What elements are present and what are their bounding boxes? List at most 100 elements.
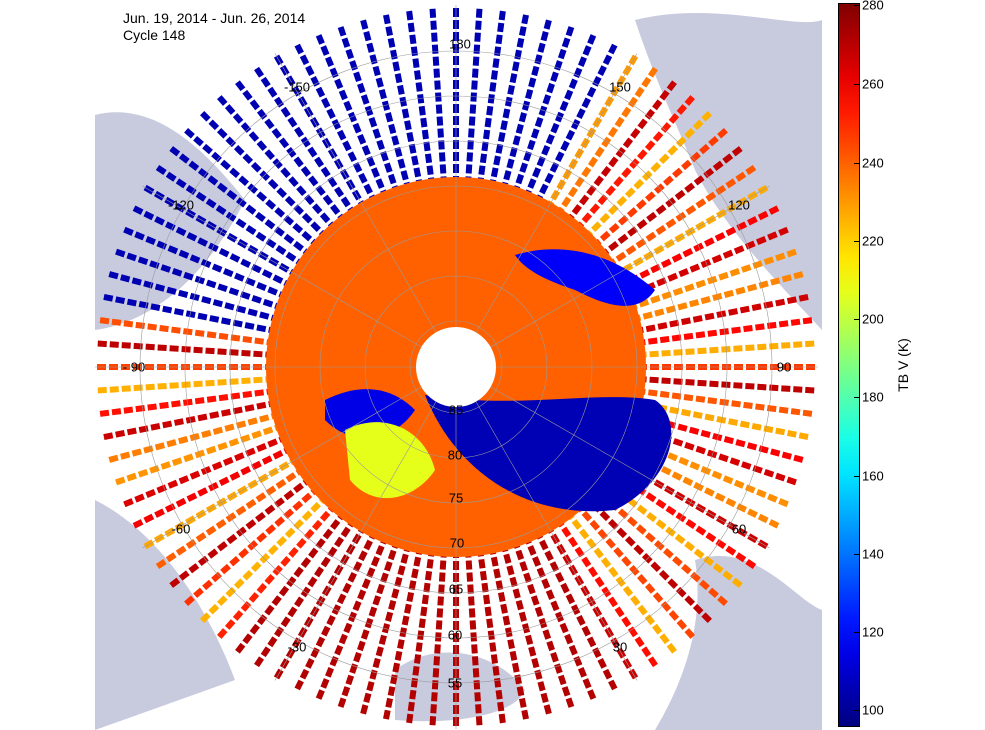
colorbar-label: TB V (K)	[895, 338, 911, 392]
colorbar-tick-label: 240	[862, 155, 884, 171]
lat-label-75: 75	[448, 490, 464, 506]
swath-track	[616, 247, 800, 316]
swath-track	[486, 11, 530, 201]
lon-label-90e: 90	[776, 359, 792, 375]
swath-track	[518, 522, 598, 703]
swath-track	[95, 375, 287, 394]
swath-track	[153, 458, 317, 571]
swath-track	[624, 386, 816, 418]
land-mass	[395, 652, 525, 722]
land-mass	[95, 112, 245, 331]
colorbar-tick-label: 120	[862, 624, 884, 640]
swath-track	[475, 7, 507, 199]
polar-map	[95, 0, 822, 730]
land-mass	[95, 500, 235, 730]
longitude-line	[274, 53, 457, 368]
lon-label-30w: -30	[287, 639, 307, 655]
swath-track	[96, 386, 288, 418]
swath-track	[130, 204, 305, 295]
swath-track	[547, 506, 660, 670]
colorbar-tick-label: 100	[862, 702, 884, 718]
swath-track	[359, 16, 415, 204]
swath-track	[497, 16, 553, 204]
swath-track	[120, 429, 301, 509]
swath-track	[197, 485, 338, 626]
colorbar-tick-mark	[854, 554, 860, 555]
swath-track	[215, 492, 347, 642]
swath-track	[581, 126, 731, 258]
colorbar-tick-mark	[854, 476, 860, 477]
swath-track	[622, 293, 812, 337]
colorbar-tick-mark	[854, 319, 860, 320]
swath-track	[252, 506, 365, 670]
swath-track	[528, 41, 619, 216]
swath-track	[619, 270, 807, 326]
swath-track	[197, 108, 338, 249]
swath-track	[464, 536, 483, 729]
lat-label-55: 55	[447, 675, 463, 691]
swath-track	[181, 126, 331, 258]
longitude-line	[274, 366, 457, 681]
colorbar-tick-label: 200	[862, 311, 884, 327]
colorbar-tick-label: 220	[862, 233, 884, 249]
swath-track	[314, 522, 394, 703]
colorbar-tick-label: 180	[862, 389, 884, 405]
longitude-line	[142, 185, 457, 368]
colorbar-tick-mark	[854, 397, 860, 398]
longitude-line	[455, 366, 770, 549]
low-tb-region	[425, 395, 672, 512]
longitude-line	[455, 53, 638, 368]
lon-label-60w: -60	[171, 521, 191, 537]
swath-track	[95, 340, 287, 359]
colorbar-tick-label: 160	[862, 468, 884, 484]
swath-track	[595, 163, 759, 276]
swath-track	[625, 375, 818, 394]
lat-label-60: 60	[447, 627, 463, 643]
lon-label-60e: 60	[731, 521, 747, 537]
swath-track	[624, 316, 816, 348]
swath-track	[429, 5, 448, 198]
land-mass	[655, 555, 822, 730]
swath-track	[252, 64, 365, 228]
lon-label-120w: -120	[167, 197, 195, 213]
colorbar-tick-mark	[854, 163, 860, 164]
swath-track	[166, 144, 323, 266]
swath-track	[100, 397, 290, 441]
swath-track	[405, 7, 437, 199]
swath-track	[336, 527, 405, 711]
colorbar-tick-mark	[854, 241, 860, 242]
colorbar-tick-mark	[854, 84, 860, 85]
swath-track	[497, 530, 553, 718]
colorbar	[838, 3, 860, 727]
swath-track	[100, 293, 290, 337]
swath-track	[557, 77, 679, 234]
swath-track	[574, 108, 715, 249]
colorbar-tick-mark	[854, 632, 860, 633]
swath-track	[336, 23, 405, 207]
polar-map-canvas	[95, 0, 822, 730]
colorbar-tick-label: 260	[862, 76, 884, 92]
lon-label-150w: -150	[283, 79, 311, 95]
swath-track	[215, 92, 347, 242]
colorbar-tick-mark	[854, 5, 860, 6]
swath-track	[233, 500, 355, 657]
longitude-line	[142, 366, 457, 549]
swath-track	[405, 535, 437, 727]
lon-label-30e: 30	[612, 639, 628, 655]
swath-track	[130, 439, 305, 530]
lat-label-65: 65	[448, 581, 464, 597]
swath-track	[565, 92, 697, 242]
swath-track	[153, 163, 317, 276]
swath-track	[293, 41, 384, 216]
swath-track	[518, 31, 598, 212]
swath-track	[486, 533, 530, 723]
swath-track	[464, 5, 483, 198]
swath-track	[589, 144, 746, 266]
swath-track	[314, 31, 394, 212]
lon-label-90w: - 90	[122, 359, 146, 375]
land-mass	[635, 12, 822, 331]
lat-label-85: 85	[448, 402, 464, 418]
cycle-title: Cycle 148	[123, 27, 186, 43]
swath-track	[507, 23, 576, 207]
lat-label-80: 80	[447, 447, 463, 463]
